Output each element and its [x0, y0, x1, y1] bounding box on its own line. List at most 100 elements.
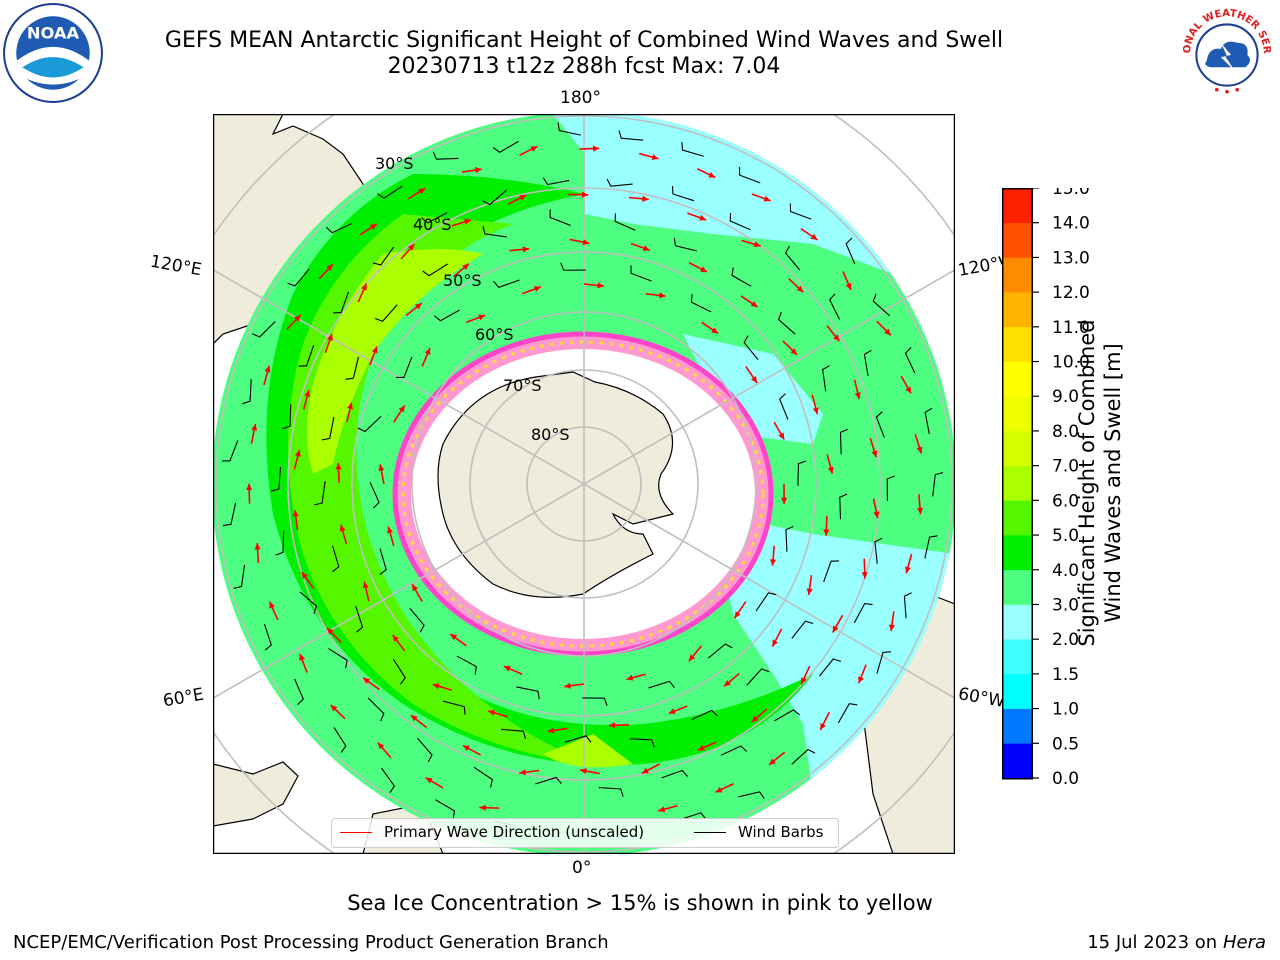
colorbar: 0.0 0.5 1.0 1.5 2.0 3.0 4.0 5.0 6.0 7.0 8.0 9.0 10.0…: [1002, 188, 1090, 788]
wind-barb: [673, 237, 697, 252]
polar-map: 30°S 40°S 50°S 60°S 70°S 80°S: [213, 114, 955, 854]
wave-direction-arrowhead: [363, 677, 370, 684]
wave-direction-arrowhead: [362, 581, 369, 589]
wind-barb: [374, 304, 398, 322]
wind-barb: [325, 222, 353, 234]
wave-direction-arrowhead: [801, 677, 807, 685]
wave-direction-arrowhead: [425, 777, 433, 784]
footer-date-text: 15 Jul 2023 on: [1087, 932, 1218, 953]
wind-barb: [333, 727, 347, 753]
wind-barb: [746, 668, 770, 686]
wave-direction-arrowhead: [832, 625, 839, 633]
wave-direction-arrowhead: [820, 722, 826, 730]
wave-direction-arrowhead: [753, 241, 761, 248]
wave-direction-arrowhead: [412, 584, 418, 592]
wind-barb: [876, 651, 892, 674]
wave-direction-arrowhead: [478, 314, 486, 321]
band-light-cyan-ice-edge: [683, 334, 823, 444]
wave-direction-arrowhead: [715, 786, 723, 793]
wave-direction-arrowhead: [778, 432, 785, 440]
colorbar-box: [1003, 292, 1032, 328]
colorbar-tick-label: 2.0: [1052, 630, 1079, 650]
wave-direction-arrowhead: [734, 611, 741, 619]
wind-barb: [233, 564, 246, 589]
wave-direction-arrowhead: [751, 376, 758, 383]
wave-direction-arrowhead: [916, 446, 923, 454]
wind-barb: [924, 535, 938, 559]
wave-direction-arrowhead: [410, 715, 418, 722]
wave-direction-arrowhead: [750, 300, 758, 308]
wind-barb: [708, 643, 733, 659]
colorbar-box: [1003, 569, 1032, 605]
colorbar-label: Significant Height of Combined Wind Wave…: [1074, 313, 1126, 653]
lon-label-180: 180°: [560, 88, 601, 108]
band-yellow-green-2: [543, 734, 633, 768]
wind-barb: [648, 680, 675, 689]
colorbar-tick-label: 0.0: [1052, 769, 1079, 788]
wind-barb: [332, 545, 340, 573]
colorbar-box: [1003, 708, 1032, 744]
wind-barb: [932, 472, 944, 497]
colorbar-box: [1003, 396, 1032, 432]
colorbar-tick-label: 8.0: [1052, 422, 1079, 442]
band-bright-green: [266, 174, 813, 766]
wave-direction-arrowhead: [854, 392, 861, 400]
colorbar-box: [1003, 222, 1032, 258]
wave-direction-arrowhead: [580, 768, 587, 775]
wind-barb: [743, 335, 759, 360]
wind-barb: [417, 737, 433, 763]
wind-barb: [681, 142, 704, 157]
colorbar-box: [1003, 465, 1032, 501]
lat-label-60s: 60°S: [475, 325, 514, 344]
wind-barb: [314, 481, 326, 506]
sea-ice-note: Sea Ice Concentration > 15% is shown in …: [347, 891, 933, 915]
lat-label-30s: 30°S: [375, 154, 414, 173]
legend-label-wind-barbs: Wind Barbs: [738, 823, 824, 841]
wind-barb: [819, 658, 842, 677]
wave-direction-arrowhead: [845, 282, 852, 290]
wind-barb: [823, 560, 840, 583]
wave-direction-arrowhead: [763, 195, 771, 202]
wave-direction-arrowhead: [651, 154, 659, 161]
wave-direction-arrowhead: [751, 715, 759, 723]
wind-barb: [395, 356, 413, 378]
wind-barb: [535, 776, 562, 785]
wind-barb: [345, 356, 360, 380]
colorbar-box: [1003, 257, 1032, 293]
wave-direction-arrowhead: [861, 572, 868, 579]
colorbar-box: [1003, 535, 1032, 571]
colorbar-label-line2: Wind Waves and Swell [m]: [1101, 343, 1125, 623]
wind-barb: [328, 648, 348, 669]
footer-credit: NCEP/EMC/Verification Post Processing Pr…: [13, 932, 609, 953]
wave-direction-arrowhead: [299, 653, 305, 661]
wind-barb: [442, 700, 466, 715]
wave-direction-arrowhead: [858, 676, 864, 684]
wave-direction-arrowhead: [724, 680, 731, 687]
wind-barb: [679, 812, 707, 820]
wave-direction-arrowhead: [254, 543, 261, 550]
land-africa: [213, 761, 299, 827]
wind-barb: [252, 321, 276, 338]
wind-barb: [691, 709, 718, 720]
wind-barb: [275, 530, 285, 556]
wind-barb: [779, 393, 789, 420]
legend-swatch-black: [694, 832, 726, 833]
wind-barb: [797, 460, 807, 486]
wave-direction-arrowhead: [371, 346, 378, 354]
wave-direction-arrowhead: [810, 233, 818, 240]
wave-direction-arrowhead: [812, 407, 819, 415]
wave-direction-arrowhead: [658, 806, 666, 813]
wave-direction-arrowhead: [326, 264, 333, 271]
wind-barb: [720, 745, 748, 756]
wave-direction-arrowhead: [688, 654, 696, 662]
wave-direction-arrowhead: [642, 245, 650, 251]
wind-barb: [774, 709, 801, 722]
wave-direction-arrowhead: [361, 283, 367, 291]
colorbar-box: [1003, 326, 1032, 362]
wind-barb: [822, 365, 830, 392]
wind-barb: [731, 267, 752, 287]
colorbar-box: [1003, 743, 1032, 779]
wave-direction-arrowhead: [415, 303, 422, 310]
wave-direction-arrowhead: [424, 348, 431, 356]
wave-direction-arrowhead: [564, 682, 571, 689]
